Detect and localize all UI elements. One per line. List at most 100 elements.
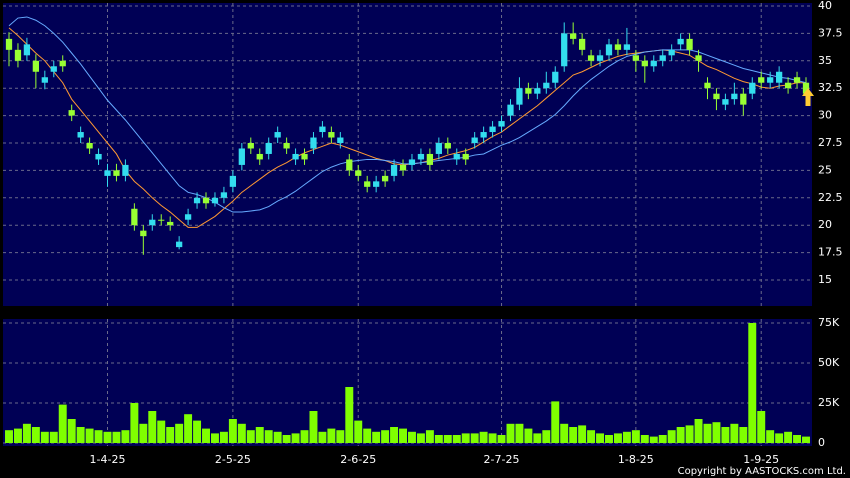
y-tick-label: 15: [818, 273, 832, 286]
volume-bar: [345, 387, 354, 443]
volume-bar: [390, 427, 399, 443]
volume-bar: [85, 428, 94, 443]
volume-bar: [757, 411, 766, 443]
volume-bar: [631, 430, 640, 443]
volume-bar: [649, 436, 658, 443]
candle-body: [238, 148, 245, 165]
candle-body: [211, 197, 219, 204]
volume-bar: [336, 430, 345, 443]
candle-body: [767, 77, 774, 83]
candle-body: [686, 38, 693, 50]
y-tick-label: 20: [818, 218, 832, 231]
volume-bar: [775, 433, 784, 443]
candle-body: [381, 175, 389, 182]
volume-bar: [730, 423, 739, 443]
volume-bar: [434, 435, 443, 443]
volume-bar: [667, 430, 676, 443]
volume-bar: [542, 430, 551, 443]
x-tick-label: 2-7-25: [484, 453, 520, 466]
volume-bar: [31, 427, 40, 443]
volume-bar: [408, 431, 416, 443]
volume-bar: [721, 427, 730, 443]
volume-bar: [685, 425, 694, 443]
volume-bar: [416, 433, 425, 443]
candle-body: [677, 38, 684, 45]
candle-body: [453, 153, 460, 160]
volume-bar: [703, 423, 712, 443]
candle-body: [570, 33, 577, 39]
candle-body: [23, 44, 31, 56]
volume-bar: [219, 431, 228, 443]
candle-body: [722, 99, 729, 105]
volume-bar: [605, 435, 613, 443]
candle-body: [14, 49, 22, 61]
volume-bar: [112, 431, 121, 443]
candle-body: [704, 82, 711, 89]
volume-bar: [130, 403, 139, 443]
volume-bar: [67, 419, 76, 443]
candle-body: [740, 93, 747, 105]
candle-body: [265, 143, 272, 154]
candle-body: [292, 153, 299, 160]
candle-body: [516, 88, 523, 105]
volume-bar: [479, 431, 488, 443]
candle-body: [167, 221, 174, 226]
volume-bar: [309, 411, 318, 443]
volume-bar: [184, 414, 193, 443]
candle-body: [122, 164, 129, 176]
candle-body: [444, 143, 451, 149]
volume-bar: [148, 411, 157, 443]
candle-body: [632, 55, 639, 61]
candle-body: [462, 153, 469, 160]
volume-bar: [802, 436, 810, 443]
x-tick-label: 2-6-25: [340, 453, 376, 466]
candle-body: [59, 60, 66, 67]
x-tick-label: 2-5-25: [215, 453, 251, 466]
y-tick-label: 32.5: [818, 81, 843, 94]
volume-bar: [246, 430, 255, 443]
candle-body: [641, 60, 648, 67]
x-tick-label: 1-9-25: [743, 453, 779, 466]
candle-body: [77, 132, 84, 138]
volume-bar: [551, 401, 560, 443]
y-tick-label: 35: [818, 54, 832, 67]
volume-bar: [793, 435, 802, 443]
volume-bar: [354, 420, 363, 443]
candle-body: [749, 82, 756, 94]
volume-bar: [533, 433, 542, 443]
candle-body: [301, 153, 308, 160]
volume-bar: [560, 423, 569, 443]
candle-body: [623, 44, 631, 50]
candle-body: [355, 170, 362, 176]
candle-body: [229, 175, 237, 187]
copyright: Copyright by AASTOCKS.com Ltd.: [678, 466, 846, 477]
candle-body: [283, 143, 290, 149]
candle-body: [373, 181, 380, 187]
candle-body: [802, 82, 810, 94]
candle-body: [50, 66, 57, 72]
volume-bar: [748, 323, 757, 443]
candle-body: [758, 77, 765, 83]
volume-bar: [175, 423, 184, 443]
volume-bar: [202, 428, 210, 443]
candle-body: [319, 126, 326, 133]
volume-bar: [640, 435, 649, 443]
candle-body: [364, 181, 371, 187]
candle-body: [113, 170, 120, 176]
candle-body: [784, 82, 792, 89]
candle-body: [220, 192, 228, 198]
volume-bar: [372, 431, 381, 443]
candle-body: [534, 88, 541, 94]
volume-bar: [255, 427, 264, 443]
candle-body: [713, 93, 720, 100]
volume-bar: [497, 435, 506, 443]
volume-bar: [712, 422, 721, 443]
volume-bar: [596, 433, 605, 443]
volume-bar: [766, 430, 775, 443]
candle-body: [561, 33, 568, 67]
volume-bar: [676, 427, 685, 443]
x-tick-label: 1-4-25: [90, 453, 126, 466]
candle-body: [525, 88, 532, 94]
volume-bar: [193, 420, 202, 443]
